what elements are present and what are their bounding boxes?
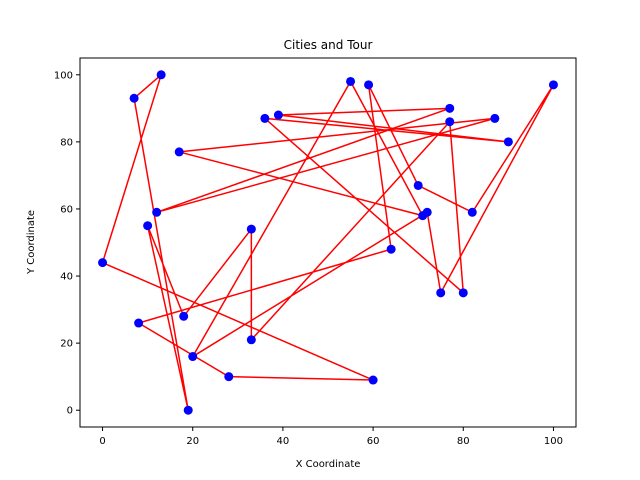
y-axis: 0 20 40 60 80 100 xyxy=(54,70,80,417)
chart-title: Cities and Tour xyxy=(284,38,373,52)
city-point xyxy=(134,318,144,328)
x-tick-label: 100 xyxy=(544,436,563,447)
city-point xyxy=(246,335,256,345)
city-point xyxy=(422,207,432,217)
city-point xyxy=(445,117,455,127)
city-point xyxy=(386,244,396,254)
city-point xyxy=(368,375,378,385)
y-tick-label: 0 xyxy=(67,406,73,417)
y-tick-label: 60 xyxy=(60,204,73,215)
x-tick-label: 60 xyxy=(367,436,380,447)
city-point xyxy=(188,352,198,362)
y-axis-label: Y Coordinate xyxy=(26,210,37,275)
plot-frame xyxy=(79,57,577,428)
city-point xyxy=(143,221,153,231)
city-point xyxy=(467,207,477,217)
city-point xyxy=(224,372,234,382)
city-point xyxy=(490,113,500,123)
city-point xyxy=(152,207,162,217)
x-axis: 0 20 40 60 80 100 xyxy=(99,427,563,447)
city-point xyxy=(156,70,166,80)
y-tick-label: 20 xyxy=(60,339,73,350)
city-point xyxy=(273,110,283,120)
x-tick-label: 40 xyxy=(277,436,290,447)
city-point xyxy=(346,76,356,86)
city-point xyxy=(548,80,558,90)
city-point xyxy=(129,93,139,103)
city-point xyxy=(445,103,455,113)
x-tick-label: 0 xyxy=(99,436,105,447)
city-point xyxy=(503,137,513,147)
plot-area xyxy=(98,70,558,415)
city-point xyxy=(260,113,270,123)
x-tick-label: 20 xyxy=(186,436,199,447)
city-point xyxy=(413,180,423,190)
x-axis-label: X Coordinate xyxy=(296,459,361,470)
city-point xyxy=(174,147,184,157)
city-point xyxy=(436,288,446,298)
city-point xyxy=(458,288,468,298)
city-point xyxy=(179,311,189,321)
city-point xyxy=(183,405,193,415)
x-tick-label: 80 xyxy=(457,436,470,447)
y-tick-label: 100 xyxy=(54,70,73,81)
city-point xyxy=(364,80,374,90)
tour-line xyxy=(101,72,555,411)
city-point xyxy=(98,258,108,268)
y-tick-label: 80 xyxy=(60,137,73,148)
city-point xyxy=(246,224,256,234)
y-tick-label: 40 xyxy=(60,272,73,283)
